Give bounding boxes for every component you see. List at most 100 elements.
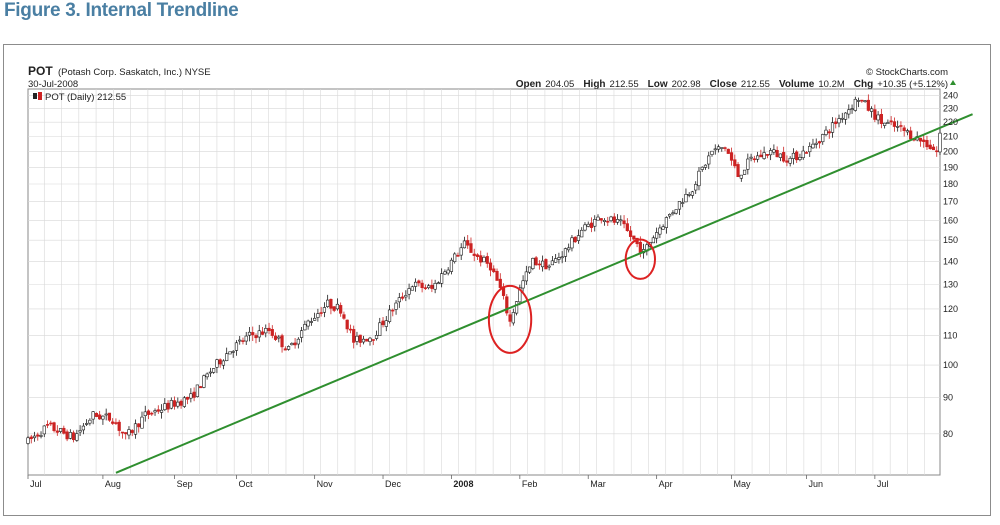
candle-body [273, 335, 278, 340]
candle-body [795, 151, 799, 161]
candle-body [264, 328, 268, 334]
candle-body [247, 331, 252, 336]
stat-label: High [583, 79, 605, 90]
candle-body [384, 320, 388, 327]
candle-body [628, 230, 633, 237]
candle-body [361, 338, 366, 343]
candle-body [234, 342, 239, 351]
candle-body [433, 283, 437, 290]
candle-body [609, 216, 613, 221]
candle-body [742, 169, 747, 175]
candle-body [651, 237, 655, 244]
candle-body [381, 320, 385, 326]
candle-body [124, 432, 128, 435]
candle-body [700, 166, 704, 170]
candle-body [866, 99, 870, 111]
candle-body [397, 297, 401, 303]
candle-body [169, 400, 173, 409]
candle-body [365, 338, 369, 342]
candle-body [720, 147, 724, 149]
candle-body [120, 431, 125, 434]
candle-body [387, 309, 392, 322]
candle-body [560, 256, 564, 259]
x-tick-label: 2008 [453, 479, 473, 489]
legend-candle-icon [38, 92, 42, 100]
candle-body [677, 201, 682, 210]
candle-body [440, 273, 444, 284]
candle-body [114, 422, 118, 424]
candle-body [902, 127, 906, 132]
candle-body [586, 223, 590, 227]
candle-body [821, 134, 825, 143]
candle-body [713, 148, 717, 151]
candle-body [886, 122, 890, 124]
candle-body [456, 255, 460, 257]
stat-label: Chg [854, 79, 873, 90]
chart-frame: POT (Potash Corp. Saskatch, Inc.) NYSE 3… [3, 44, 991, 516]
candlestick-series [26, 94, 942, 445]
candle-body [293, 342, 297, 346]
candle-body [518, 287, 522, 303]
candle-body [358, 334, 362, 343]
candle-body [521, 280, 525, 289]
candle-body [544, 259, 548, 270]
candle-body [615, 219, 620, 223]
candle-body [446, 269, 450, 274]
candle-body [417, 280, 421, 284]
candle-body [573, 236, 577, 243]
candle-body [482, 256, 486, 263]
stat-value: 10.2M [818, 79, 844, 90]
candle-body [309, 321, 313, 323]
candle-body [172, 400, 177, 407]
candle-body [68, 432, 72, 439]
candle-body [697, 170, 701, 187]
candle-body [638, 241, 642, 254]
candle-body [873, 109, 877, 120]
x-tick-label: Apr [659, 479, 673, 489]
candle-body [270, 329, 274, 336]
candle-body [91, 411, 95, 420]
candle-body [485, 256, 489, 264]
candle-body [479, 255, 483, 263]
candle-body [661, 226, 665, 230]
candle-body [830, 122, 835, 133]
candle-body [602, 220, 607, 222]
candle-body [277, 336, 281, 339]
candle-body [462, 240, 467, 249]
candle-body [791, 152, 796, 159]
candle-body [195, 384, 199, 397]
stat-value: 204.05 [545, 79, 574, 90]
chart-symbol: POT [28, 64, 53, 78]
candle-body [804, 152, 809, 154]
candle-body [612, 216, 616, 223]
candle-body [583, 224, 587, 231]
x-tick-label: Nov [317, 479, 334, 489]
candle-body [762, 152, 766, 159]
candle-body [541, 260, 545, 268]
y-tick-label: 150 [943, 235, 958, 245]
y-tick-label: 100 [943, 360, 958, 370]
chart-axes: 80 90 100 110 120 130 140 150 160 170 180 190 200 210… [27, 90, 958, 489]
candle-body [524, 271, 528, 282]
candle-body [733, 159, 737, 167]
candle-body [205, 373, 209, 378]
candle-body [899, 125, 903, 127]
candle-body [498, 278, 502, 288]
candle-body [726, 148, 730, 154]
candle-body [827, 131, 831, 134]
candle-body [931, 146, 936, 151]
candle-body [889, 120, 893, 123]
candle-body [394, 302, 398, 310]
candle-body [459, 247, 463, 256]
candle-body [368, 337, 372, 342]
candle-body [775, 150, 779, 158]
candle-body [606, 220, 610, 223]
candle-body [537, 263, 541, 266]
candle-body [922, 139, 926, 142]
candle-body [729, 152, 734, 161]
candle-body [759, 154, 763, 158]
candle-body [427, 285, 431, 289]
stat-value: 212.55 [741, 79, 770, 90]
candle-body [378, 322, 382, 337]
candle-body [752, 158, 756, 161]
